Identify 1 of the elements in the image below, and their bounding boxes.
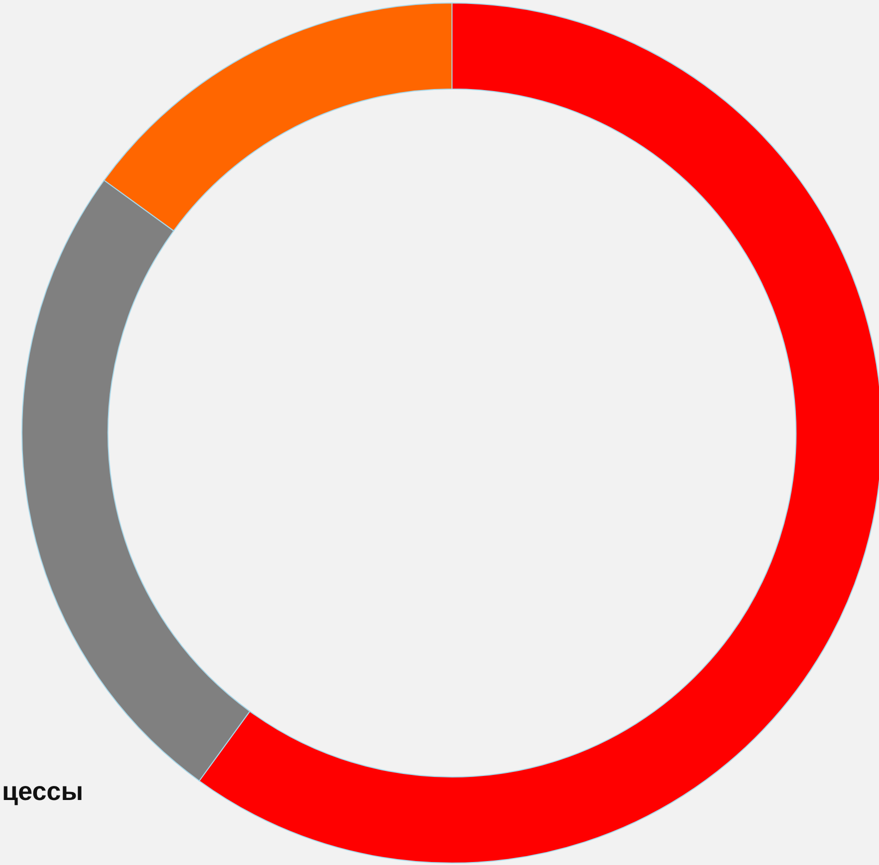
text: цессы: [2, 776, 84, 806]
